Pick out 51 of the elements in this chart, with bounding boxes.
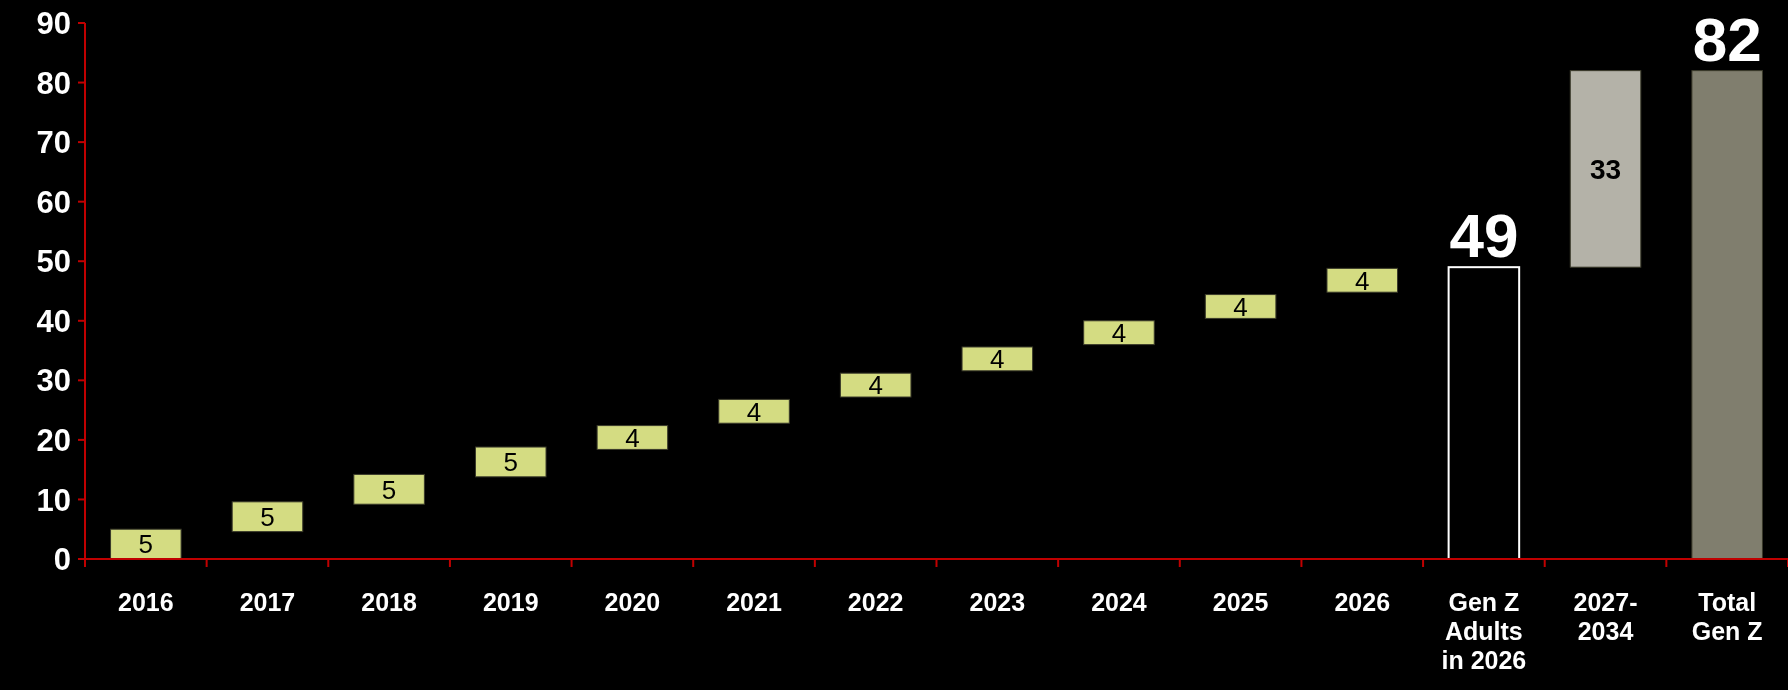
data-label: 4 — [1355, 265, 1370, 296]
y-tick-label: 50 — [36, 244, 71, 280]
bar — [231, 501, 304, 533]
x-tick-label: 2018 — [361, 588, 418, 616]
data-label: 4 — [868, 370, 883, 401]
data-label: 5 — [381, 474, 397, 505]
x-tick-label: 2016 — [118, 588, 174, 616]
y-tick-label: 60 — [36, 184, 71, 220]
y-tick-label: 10 — [36, 482, 71, 518]
x-tick-label: Gen Z Adults in 2026 — [1441, 588, 1527, 674]
data-label: 5 — [503, 447, 518, 478]
x-tick-label: 2023 — [969, 588, 1026, 616]
data-label: 5 — [260, 502, 275, 533]
x-tick-label: 2020 — [604, 588, 661, 616]
y-tick-label: 80 — [36, 65, 71, 101]
y-tick-label: 0 — [53, 542, 71, 578]
bar — [353, 473, 425, 505]
data-label: 5 — [138, 529, 154, 560]
data-label: 4 — [746, 396, 762, 427]
y-tick-label: 90 — [36, 6, 71, 42]
x-tick-label: 2021 — [726, 588, 782, 616]
bar — [596, 425, 669, 450]
bar — [718, 398, 790, 424]
x-tick-label: 2019 — [482, 588, 539, 616]
bar — [1204, 294, 1277, 319]
bar — [1326, 267, 1399, 293]
bar — [1569, 70, 1642, 268]
bar — [1447, 266, 1521, 560]
y-tick-label: 40 — [36, 303, 71, 339]
x-tick-label: 2022 — [847, 588, 904, 616]
y-tick-label: 70 — [36, 125, 71, 161]
x-tick-label: 2026 — [1334, 588, 1391, 616]
data-label: 4 — [1111, 318, 1127, 349]
x-tick-label: 2017 — [239, 588, 296, 616]
x-tick-label: 2024 — [1091, 588, 1147, 616]
data-label: 4 — [625, 422, 640, 453]
bar — [474, 446, 547, 478]
data-label: 4 — [1233, 291, 1248, 322]
x-tick-label: 2025 — [1212, 588, 1269, 616]
x-tick-label: Total Gen Z — [1691, 588, 1763, 645]
data-label: 4 — [990, 344, 1005, 375]
y-tick-label: 30 — [36, 363, 71, 399]
bar — [1083, 320, 1155, 346]
x-tick-label: 2027- 2034 — [1573, 588, 1638, 645]
bar — [839, 372, 912, 398]
data-label: 33 — [1589, 153, 1622, 185]
data-label: 49 — [1449, 201, 1519, 271]
bar — [1691, 70, 1763, 560]
bar — [961, 346, 1034, 372]
y-tick-label: 20 — [36, 423, 71, 459]
data-label: 82 — [1692, 4, 1762, 74]
